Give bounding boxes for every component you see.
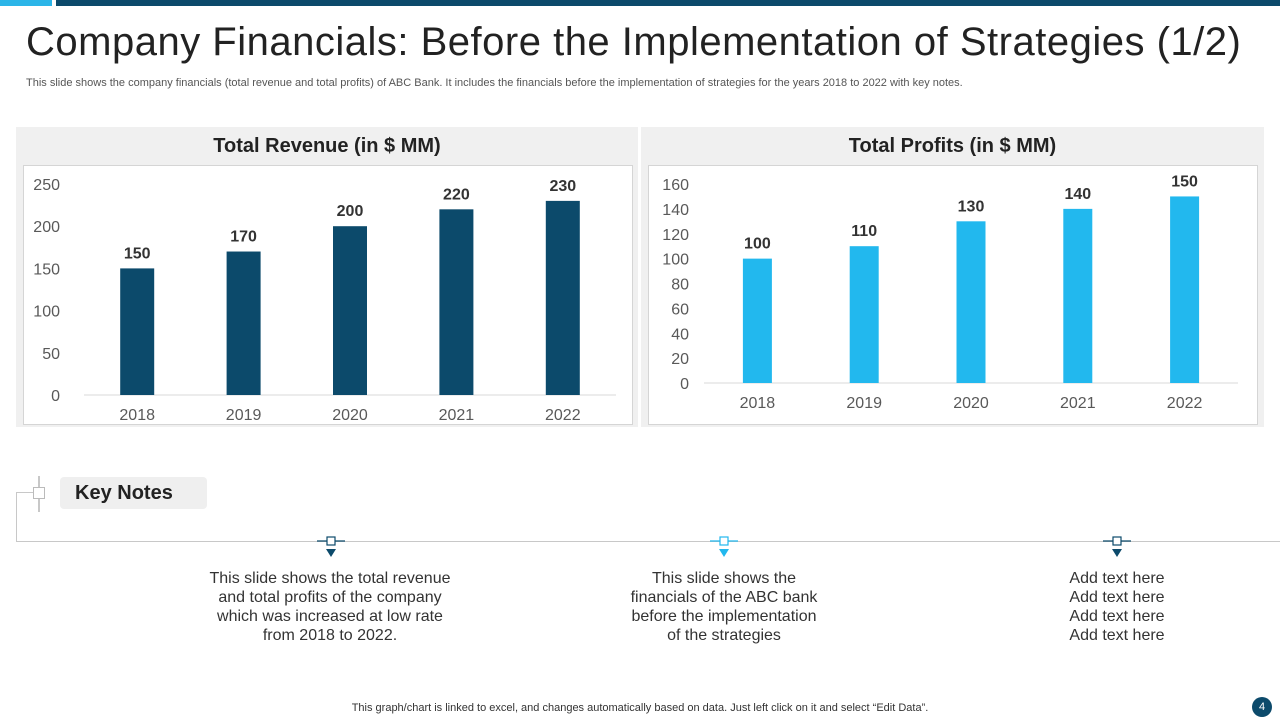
- key-notes-connector-vertical: [16, 492, 17, 542]
- y-tick-label: 140: [662, 202, 689, 219]
- y-tick-label: 80: [671, 277, 689, 294]
- data-label: 150: [1171, 173, 1198, 190]
- key-note-line: which was increased at low rate: [217, 608, 443, 625]
- data-label: 110: [851, 223, 877, 240]
- key-note-line: before the implementation: [631, 608, 817, 625]
- bar: [120, 268, 155, 395]
- bar: [1063, 208, 1093, 383]
- y-tick-label: 120: [662, 227, 689, 244]
- y-tick-label: 200: [33, 219, 60, 236]
- bar: [439, 209, 474, 395]
- note-marker-icon: [317, 536, 345, 557]
- bar: [849, 246, 879, 383]
- x-tick-label: 2019: [846, 395, 882, 412]
- key-notes-header: [60, 477, 207, 509]
- key-note-line: This slide shows the total revenue: [209, 570, 451, 587]
- data-label: 220: [443, 186, 470, 203]
- y-tick-label: 150: [33, 261, 60, 278]
- key-note-1: This slide shows the total revenue and t…: [190, 569, 470, 645]
- key-note-line: Add text here: [1069, 570, 1165, 587]
- bar: [545, 200, 580, 395]
- y-tick-label: 60: [671, 301, 689, 318]
- bar: [1170, 196, 1200, 383]
- slide-subtitle: This slide shows the company financials …: [26, 77, 963, 89]
- bar: [742, 258, 772, 383]
- x-tick-label: 2022: [545, 407, 581, 424]
- key-note-line: Add text here: [1069, 627, 1165, 644]
- key-note-line: Add text here: [1069, 589, 1165, 606]
- bar: [956, 221, 986, 383]
- note-marker-icon: [710, 536, 738, 557]
- key-note-line: and total profits of the company: [218, 589, 442, 606]
- key-notes-connector-branch: [16, 492, 40, 493]
- key-note-line: Add text here: [1069, 608, 1165, 625]
- x-tick-label: 2018: [740, 395, 776, 412]
- note-marker-icon: [1103, 536, 1131, 557]
- revenue-chart[interactable]: 0 50 100 150 200 250 150 2018 170 2019 200 2020 220 2…: [23, 165, 633, 425]
- key-note-line: from 2018 to 2022.: [262, 627, 398, 644]
- y-tick-label: 20: [671, 351, 689, 368]
- data-label: 150: [124, 245, 151, 262]
- y-tick-label: 250: [33, 177, 60, 194]
- accent-bar-dark: [56, 0, 1280, 6]
- slide-title: Company Financials: Before the Implement…: [26, 20, 1242, 64]
- y-tick-label: 160: [662, 177, 689, 194]
- data-label: 130: [958, 198, 985, 215]
- x-tick-label: 2019: [226, 407, 262, 424]
- data-label: 140: [1064, 186, 1091, 203]
- bar: [226, 251, 261, 395]
- data-label: 230: [549, 178, 576, 195]
- key-notes-node: [33, 487, 45, 499]
- x-tick-label: 2021: [439, 407, 475, 424]
- y-tick-label: 0: [51, 388, 60, 405]
- y-tick-label: 50: [42, 346, 60, 363]
- data-label: 170: [230, 229, 257, 246]
- page-number: 4: [1252, 697, 1272, 717]
- x-tick-label: 2018: [119, 407, 155, 424]
- x-tick-label: 2020: [332, 407, 368, 424]
- profits-chart-title: Total Profits (in $ MM): [848, 135, 1057, 157]
- x-tick-label: 2021: [1060, 395, 1096, 412]
- x-tick-label: 2022: [1167, 395, 1203, 412]
- profits-chart-svg: 0 20 40 60 80 100 120 140 160 100 2018 110 2019 130 20…: [662, 173, 1238, 412]
- y-tick-label: 100: [33, 304, 60, 321]
- profits-chart[interactable]: 0 20 40 60 80 100 120 140 160 100 2018 110 2019 130 20…: [648, 165, 1258, 425]
- revenue-chart-svg: 0 50 100 150 200 250 150 2018 170 2019 200 2020 220 2…: [33, 177, 616, 424]
- y-tick-label: 100: [662, 252, 689, 269]
- bar: [333, 226, 367, 395]
- key-note-2: This slide shows the financials of the A…: [594, 569, 854, 645]
- footer-note: This graph/chart is linked to excel, and…: [351, 702, 929, 714]
- key-notes-label: Key Notes: [75, 482, 173, 504]
- key-notes-timeline: [16, 541, 1280, 542]
- y-tick-label: 0: [680, 376, 689, 393]
- revenue-chart-title: Total Revenue (in $ MM): [213, 135, 441, 157]
- accent-bar-light: [0, 0, 52, 6]
- key-note-line: of the strategies: [667, 627, 781, 644]
- data-label: 100: [744, 236, 771, 253]
- data-label: 200: [337, 203, 364, 220]
- key-note-3: Add text here Add text here Add text her…: [1017, 569, 1217, 645]
- key-note-line: This slide shows the: [651, 570, 797, 587]
- y-tick-label: 40: [671, 326, 689, 343]
- key-note-line: financials of the ABC bank: [630, 589, 818, 606]
- x-tick-label: 2020: [953, 395, 989, 412]
